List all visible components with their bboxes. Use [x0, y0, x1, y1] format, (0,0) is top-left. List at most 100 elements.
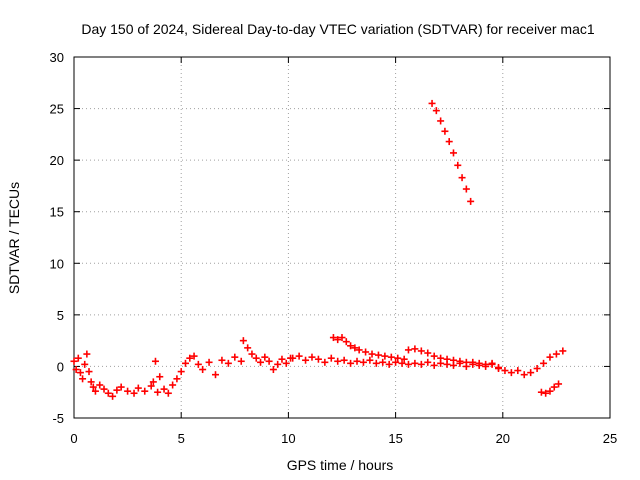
- data-point: [212, 371, 220, 379]
- data-point: [104, 389, 112, 397]
- data-point: [314, 355, 322, 363]
- data-point: [89, 383, 97, 391]
- data-point: [76, 369, 84, 377]
- data-point: [424, 358, 432, 366]
- data-point: [329, 334, 337, 342]
- data-point: [507, 369, 515, 377]
- series-noon-peak: [329, 334, 408, 363]
- data-point: [231, 353, 239, 361]
- data-point: [149, 378, 157, 386]
- data-point: [83, 350, 91, 358]
- data-point: [456, 357, 464, 365]
- y-tick-label: 0: [57, 359, 64, 374]
- data-point: [392, 358, 400, 366]
- data-point: [282, 359, 290, 367]
- data-point: [72, 366, 80, 374]
- data-point: [224, 359, 232, 367]
- data-point: [404, 360, 412, 368]
- data-point: [91, 387, 99, 395]
- data-point: [177, 368, 185, 376]
- data-point: [533, 364, 541, 372]
- data-point: [540, 359, 548, 367]
- data-point: [537, 388, 545, 396]
- y-tick-label: 25: [50, 102, 64, 117]
- data-point: [190, 352, 198, 360]
- data-point: [379, 358, 387, 366]
- data-point: [527, 369, 535, 377]
- data-point: [351, 344, 359, 352]
- data-point: [482, 360, 490, 368]
- data-point: [462, 185, 470, 193]
- data-point: [542, 389, 550, 397]
- y-tick-label: 10: [50, 256, 64, 271]
- data-point: [368, 350, 376, 358]
- series-midday-band: [289, 352, 503, 371]
- data-point: [366, 356, 374, 364]
- data-point: [113, 386, 121, 394]
- data-point: [70, 357, 78, 365]
- x-tick-label: 0: [70, 431, 77, 446]
- data-point: [244, 344, 252, 352]
- data-point: [334, 357, 342, 365]
- data-point: [85, 368, 93, 376]
- data-point: [74, 354, 82, 362]
- x-tick-label: 5: [178, 431, 185, 446]
- data-point: [156, 373, 164, 381]
- y-tick-labels: -5 0 5 10 15 20 25 30: [50, 50, 64, 426]
- plot-frame: [73, 56, 611, 419]
- data-point: [514, 367, 522, 375]
- x-axis-label: GPS time / hours: [287, 457, 394, 473]
- data-point: [151, 357, 159, 365]
- data-point: [252, 354, 260, 362]
- data-point: [552, 350, 560, 358]
- data-point: [359, 358, 367, 366]
- data-point: [394, 354, 402, 362]
- data-point: [295, 352, 303, 360]
- y-tick-label: -5: [52, 411, 64, 426]
- data-point: [381, 352, 389, 360]
- data-point: [81, 360, 89, 368]
- data-point: [181, 359, 189, 367]
- data-point: [469, 358, 477, 366]
- data-point: [445, 138, 453, 146]
- data-point: [186, 354, 194, 362]
- data-point: [239, 337, 247, 345]
- data-point: [79, 375, 87, 383]
- x-tick-label: 20: [496, 431, 510, 446]
- data-marks: [70, 99, 567, 400]
- data-point: [428, 99, 436, 107]
- data-point: [355, 346, 363, 354]
- data-point: [269, 366, 277, 374]
- data-point: [559, 347, 567, 355]
- x-tick-label: 10: [281, 431, 295, 446]
- data-point: [338, 334, 346, 342]
- data-point: [372, 359, 380, 367]
- data-point: [449, 356, 457, 364]
- data-point: [265, 357, 273, 365]
- x-tick-label: 15: [388, 431, 402, 446]
- data-point: [555, 380, 563, 388]
- data-point: [173, 375, 181, 383]
- data-point: [261, 353, 269, 361]
- data-point: [454, 161, 462, 169]
- data-point: [411, 359, 419, 367]
- series-early-dip: [70, 350, 155, 400]
- data-point: [100, 385, 108, 393]
- data-point: [520, 371, 528, 379]
- series-morning-rise: [149, 352, 245, 397]
- data-point: [117, 383, 125, 391]
- axis-ticks: [73, 56, 611, 419]
- data-point: [160, 385, 168, 393]
- data-point: [340, 356, 348, 364]
- data-point: [441, 127, 449, 135]
- data-point: [437, 354, 445, 362]
- y-tick-label: 30: [50, 50, 64, 65]
- data-point: [87, 378, 95, 386]
- data-point: [495, 364, 503, 372]
- data-point: [449, 149, 457, 157]
- data-point: [404, 346, 412, 354]
- data-point: [385, 360, 393, 368]
- data-point: [334, 336, 342, 344]
- y-axis-label: SDTVAR / TECUs: [6, 182, 22, 294]
